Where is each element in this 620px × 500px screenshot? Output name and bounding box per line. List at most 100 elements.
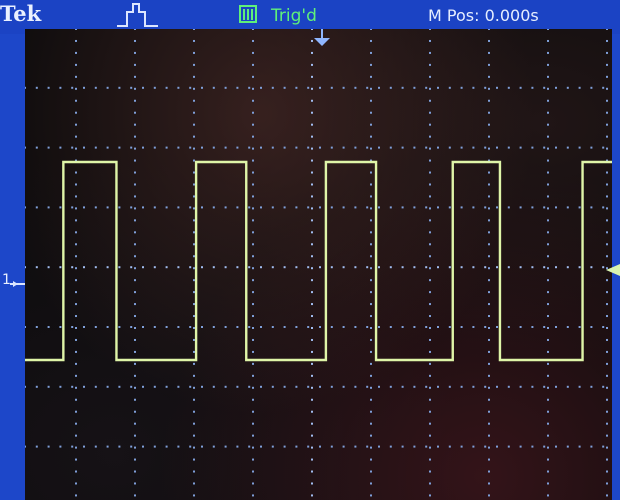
graticule-dot: [606, 147, 608, 150]
graticule-dot: [413, 206, 416, 209]
graticule-dot: [370, 171, 372, 174]
graticule-dot: [142, 445, 144, 448]
graticule-dot: [425, 385, 428, 388]
graticule-dot: [543, 445, 546, 448]
graticule-dot: [311, 338, 313, 341]
graticule-dot: [606, 482, 608, 485]
graticule-dot: [59, 206, 62, 209]
graticule-dot: [193, 219, 195, 222]
graticule-dot: [448, 326, 451, 328]
graticule-dot: [134, 482, 136, 485]
graticule-dot: [47, 206, 50, 209]
graticule-dot: [83, 326, 85, 328]
graticule-dot: [429, 99, 431, 102]
graticule-dot: [547, 207, 549, 210]
graticule-dot: [311, 29, 313, 30]
graticule-dot: [75, 303, 77, 306]
graticule-dot: [142, 385, 144, 388]
graticule-dot: [134, 39, 136, 42]
graticule-dot: [134, 29, 136, 30]
graticule-dot: [389, 385, 392, 388]
graticule-dot: [547, 327, 549, 329]
graticule-dot: [437, 146, 439, 149]
graticule-dot: [472, 326, 475, 328]
graticule-dot: [429, 386, 431, 389]
graticule-dot: [271, 86, 274, 89]
graticule-dot: [311, 207, 313, 210]
graticule-dot: [165, 385, 168, 388]
graticule-dot: [547, 99, 549, 102]
graticule-dot: [283, 266, 286, 269]
graticule-dot: [578, 385, 581, 388]
graticule-dot: [437, 445, 439, 448]
graticule-dot: [311, 434, 313, 437]
graticule-dot: [177, 86, 180, 89]
graticule-dot: [429, 75, 431, 78]
graticule-dot: [488, 315, 490, 318]
graticule-dot: [193, 362, 195, 365]
graticule-dot: [488, 398, 490, 401]
graticule-dot: [531, 385, 534, 388]
graticule-dot: [75, 422, 77, 425]
graticule-dot: [488, 171, 490, 174]
graticule-dot: [130, 206, 133, 209]
graticule-dot: [134, 195, 136, 198]
graticule-dot: [547, 494, 549, 497]
graticule-dot: [488, 29, 490, 30]
graticule-dot: [134, 171, 136, 174]
graticule-dot: [370, 219, 372, 222]
graticule-dot: [429, 422, 431, 425]
graticule-dot: [25, 385, 26, 388]
status-icons: [117, 3, 257, 27]
graticule-dot: [429, 338, 431, 341]
graticule-dot: [83, 146, 85, 149]
graticule-dot: [488, 494, 490, 497]
graticule-dot: [153, 266, 156, 269]
graticule-dot: [59, 266, 62, 269]
graticule-dot: [59, 326, 62, 328]
graticule-dot: [311, 350, 313, 353]
graticule-dot: [252, 171, 254, 174]
graticule-dot: [488, 362, 490, 365]
graticule-dot: [71, 86, 74, 89]
graticule-dot: [319, 445, 321, 448]
graticule-dot: [75, 470, 77, 473]
graticule-dot: [134, 75, 136, 78]
graticule-dot: [578, 146, 581, 149]
graticule-dot: [224, 326, 227, 328]
graticule-dot: [271, 445, 274, 448]
graticule-dot: [311, 231, 313, 234]
graticule-dot: [134, 422, 136, 425]
graticule-dot: [134, 123, 136, 126]
channel-1-trace: [25, 160, 612, 362]
graticule-dot: [606, 219, 608, 222]
graticule-dot: [283, 86, 286, 89]
graticule-dot: [252, 39, 254, 42]
graticule-dot: [224, 86, 227, 89]
graticule-dot: [106, 206, 109, 209]
horizontal-position-readout: M Pos: 0.000s: [428, 4, 539, 28]
graticule-dot: [319, 266, 321, 269]
graticule-dot: [547, 422, 549, 425]
graticule-dot: [488, 207, 490, 210]
graticule-dot: [134, 135, 136, 138]
graticule-dot: [47, 445, 50, 448]
graticule-dot: [75, 374, 77, 377]
graticule-dot: [252, 386, 254, 389]
graticule-dot: [311, 111, 313, 114]
graticule-dot: [75, 458, 77, 461]
graticule-dot: [429, 135, 431, 138]
graticule-dot: [488, 458, 490, 461]
graticule-dot: [555, 445, 557, 448]
graticule-dot: [271, 146, 274, 149]
graticule-dot: [606, 99, 608, 102]
graticule-dot: [311, 422, 313, 425]
graticule-dot: [134, 63, 136, 66]
graticule-dot: [370, 291, 372, 294]
graticule-dot: [311, 410, 313, 413]
graticule-dot: [236, 266, 239, 269]
graticule-dot: [134, 99, 136, 102]
graticule-dot: [94, 385, 97, 388]
graticule-dot: [71, 146, 74, 149]
graticule-dot: [311, 183, 313, 186]
